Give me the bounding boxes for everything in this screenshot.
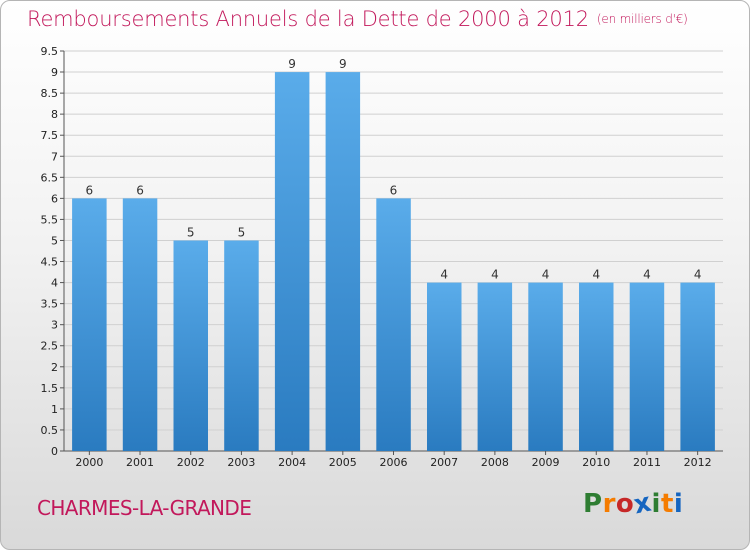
logo-letter: o — [615, 489, 635, 519]
bars — [72, 72, 715, 451]
y-tick-label: 7 — [51, 150, 58, 163]
y-tick-label: 0 — [51, 445, 58, 458]
logo-letter: t — [660, 489, 674, 519]
y-tick-label: 7.5 — [41, 129, 59, 142]
x-tick-label: 2006 — [380, 456, 408, 469]
logo-letter: r — [602, 489, 616, 519]
x-tick-label: 2010 — [582, 456, 610, 469]
y-tick-label: 4.5 — [41, 256, 59, 269]
bar — [680, 282, 715, 451]
data-label: 4 — [542, 268, 550, 282]
bar — [528, 282, 563, 451]
y-tick-label: 3 — [51, 319, 58, 332]
x-tick-label: 2002 — [177, 456, 205, 469]
x-tick-label: 2001 — [126, 456, 154, 469]
data-label: 6 — [86, 183, 94, 197]
y-tick-label: 2.5 — [41, 340, 59, 353]
y-tick-label: 8.5 — [41, 87, 59, 100]
logo-letter: i — [673, 489, 684, 519]
data-label: 4 — [440, 268, 448, 282]
x-tick-label: 2005 — [329, 456, 357, 469]
bar — [427, 282, 462, 451]
bar — [477, 282, 513, 451]
y-tick-label: 5.5 — [41, 213, 59, 226]
y-tick-label: 1.5 — [41, 382, 59, 395]
x-tick-label: 2003 — [227, 456, 255, 469]
y-tick-label: 5 — [51, 234, 58, 247]
y-tick-label: 0.5 — [41, 424, 59, 437]
y-tick-label: 1 — [51, 403, 58, 416]
bar — [376, 198, 411, 451]
town-name: CHARMES-LA-GRANDE — [37, 496, 252, 520]
data-label: 6 — [390, 183, 398, 197]
data-label: 5 — [187, 225, 195, 239]
logo-letter: i — [651, 489, 661, 519]
axes: 0 0.5 1 1.5 2 2.5 3 3.5 4 4.5 5 5.5 6 6.5 7 7.5 8 8.5 9 9.5… — [41, 45, 723, 469]
data-label: 4 — [491, 268, 499, 282]
data-label: 5 — [238, 225, 246, 239]
bar — [629, 282, 665, 451]
y-tick-label: 4 — [51, 277, 58, 290]
y-tick-label: 6 — [51, 192, 58, 205]
data-label: 9 — [339, 57, 347, 71]
data-label: 4 — [694, 268, 702, 282]
chart-subtitle: (en milliers d'€) — [596, 12, 688, 26]
y-tick-label: 8 — [51, 108, 58, 121]
bar — [72, 198, 107, 451]
x-tick-label: 2004 — [278, 456, 306, 469]
bar — [173, 240, 208, 451]
x-tick-label: 2008 — [481, 456, 509, 469]
bar — [274, 72, 310, 451]
bar — [579, 282, 614, 451]
x-tick-label: 2012 — [684, 456, 712, 469]
y-tick-label: 3.5 — [41, 298, 59, 311]
chart-title: Remboursements Annuels de la Dette de 20… — [27, 7, 688, 31]
bar — [122, 198, 158, 451]
x-tick-label: 2011 — [633, 456, 661, 469]
logo-letter: P — [583, 489, 603, 519]
y-tick-label: 6.5 — [41, 171, 59, 184]
bar — [325, 72, 361, 451]
data-label: 9 — [288, 57, 296, 71]
y-tick-label: 2 — [51, 361, 58, 374]
data-label: 4 — [643, 268, 651, 282]
x-tick-label: 2000 — [75, 456, 103, 469]
data-label: 4 — [592, 268, 600, 282]
data-labels: 6 6 5 5 9 9 6 4 4 4 4 4 4 — [86, 57, 702, 282]
chart-title-text: Remboursements Annuels de la Dette de 20… — [27, 7, 589, 31]
bar — [224, 240, 259, 451]
proxiti-logo: Proxiti — [583, 488, 684, 521]
y-tick-label: 9 — [51, 66, 58, 79]
data-label: 6 — [136, 183, 144, 197]
x-tick-label: 2007 — [430, 456, 458, 469]
x-tick-label: 2009 — [532, 456, 560, 469]
y-tick-label: 9.5 — [41, 45, 59, 58]
